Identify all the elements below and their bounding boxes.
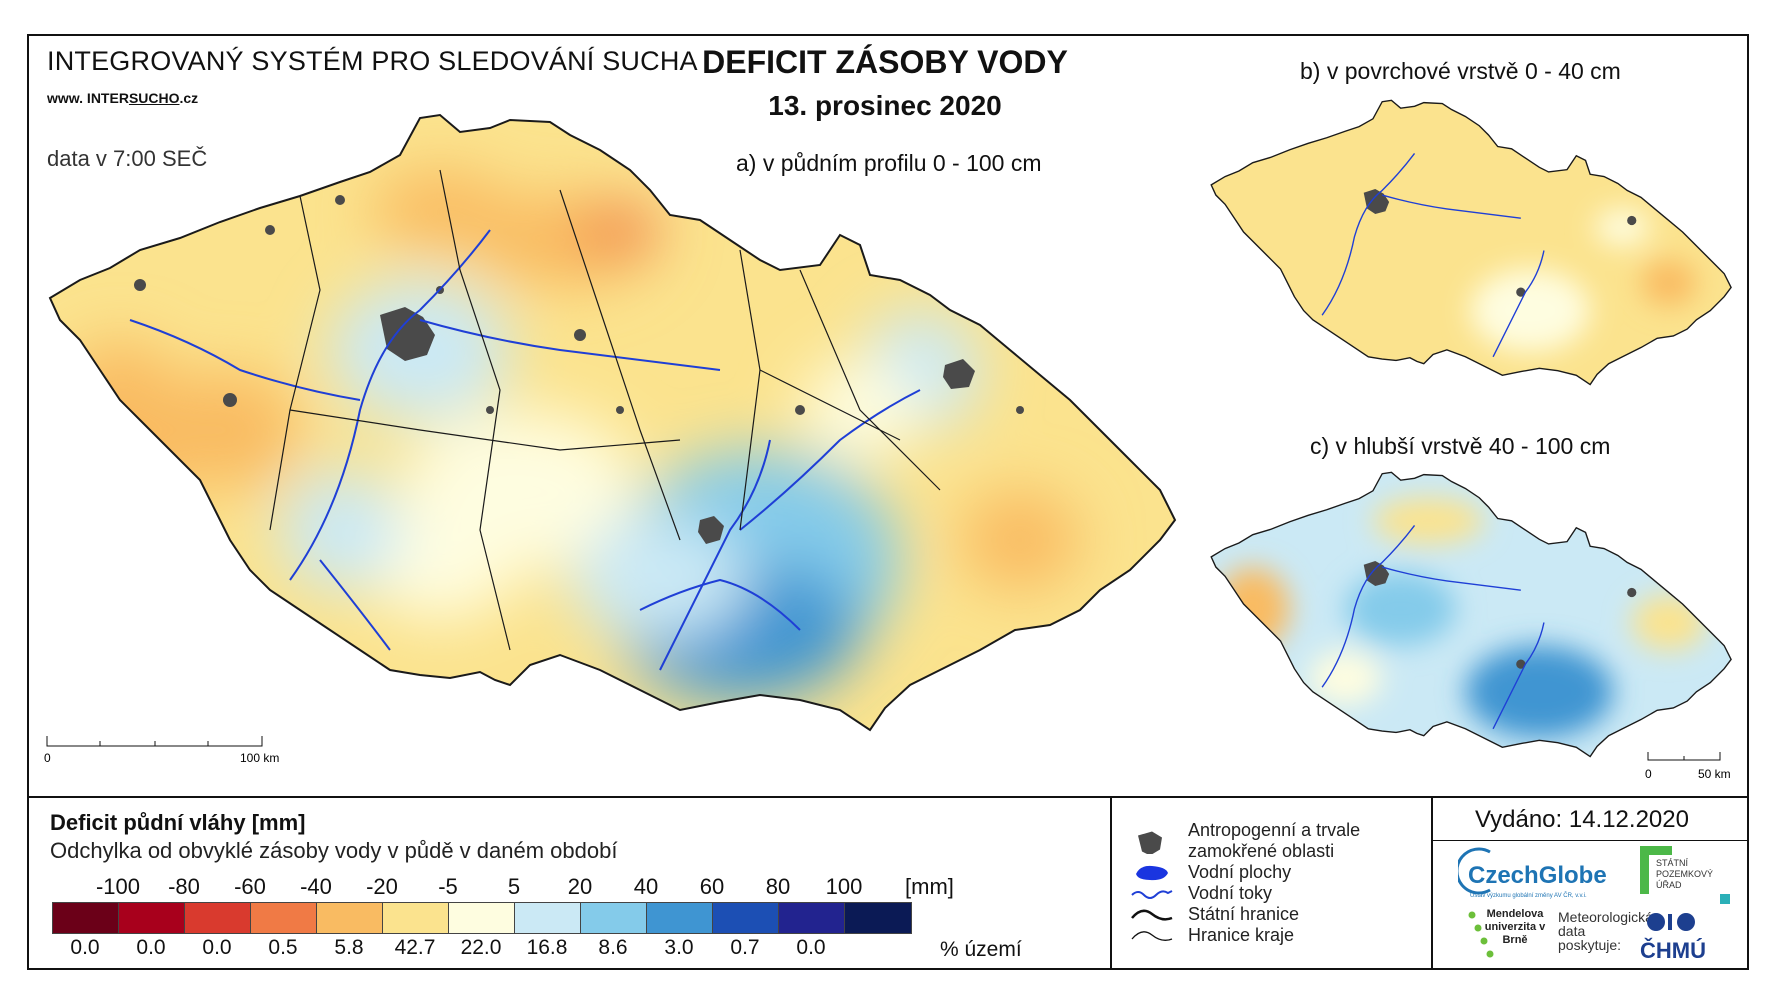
legend-percent: 0.7 (730, 936, 760, 959)
small-scale-start: 0 (1645, 767, 1652, 781)
river-icon (1131, 890, 1173, 899)
map-c (1210, 471, 1732, 758)
legend-percent: 0.0 (136, 936, 166, 959)
issued-divider (1431, 840, 1749, 841)
legend-swatch (53, 903, 119, 933)
legend-percent: 0.5 (268, 936, 298, 959)
czechglobe-logo: CzechGlobe (1468, 862, 1607, 889)
small-scale-bar: 0 50 km (1645, 752, 1731, 781)
legend-percent: 8.6 (598, 936, 628, 959)
legend-percent-unit: % území (940, 938, 1022, 961)
czechglobe-subtitle: Ústav výzkumu globální změny AV ČR, v.v.… (1470, 893, 1587, 899)
urban-area-icon (1138, 831, 1162, 854)
legend-percent: 22.0 (460, 936, 502, 959)
legend-percent: 5.8 (334, 936, 364, 959)
legend-swatch (515, 903, 581, 933)
legend-swatch (845, 903, 911, 933)
legend-swatch (449, 903, 515, 933)
map-a-label: a) v půdním profilu 0 - 100 cm (736, 150, 1042, 176)
legend-title: Deficit půdní vláhy [mm] (50, 810, 306, 835)
system-name: INTEGROVANÝ SYSTÉM PRO SLEDOVÁNÍ SUCHA (47, 46, 698, 76)
chmu-logo-icon (1647, 913, 1695, 931)
map-c-label: c) v hlubší vrstvě 40 - 100 cm (1310, 433, 1611, 459)
legend-percent: 16.8 (526, 936, 568, 959)
legend-tick: -60 (234, 874, 266, 899)
legend-swatch (119, 903, 185, 933)
issued-date: Vydáno: 14.12.2020 (1475, 806, 1689, 833)
legend-tick: 60 (699, 874, 725, 899)
legend-tick: -40 (300, 874, 332, 899)
small-scale-end: 50 km (1698, 767, 1731, 781)
map-b (1210, 99, 1732, 386)
page-title: DEFICIT ZÁSOBY VODY (702, 44, 1068, 80)
spu-logo: STÁTNÍ POZEMKOVÝ ÚŘAD (1656, 858, 1714, 890)
chmu-logo: ČHMÚ (1640, 938, 1706, 963)
legend-swatch (713, 903, 779, 933)
mendelu-logo-icon (1468, 911, 1494, 958)
legend-percent: 0.0 (70, 936, 100, 959)
spu-logo-icon (1640, 846, 1730, 904)
legend-swatch (185, 903, 251, 933)
meteo-data-provider: Meteorologická data poskytuje: (1558, 909, 1653, 953)
legend-swatch (581, 903, 647, 933)
legend-color-scale (52, 902, 912, 934)
czechglobe-logo-icon (1458, 847, 1491, 895)
main-scale-start: 0 (44, 751, 51, 765)
legend-tick: 20 (567, 874, 593, 899)
legend-tick: 5 (507, 874, 521, 899)
main-map: 0 100 km (44, 114, 1176, 765)
main-scale-bar (46, 736, 263, 747)
map-b-label: b) v povrchové vrstvě 0 - 40 cm (1300, 58, 1621, 84)
legend-tick: -100 (95, 874, 141, 899)
legend-tick: 40 (633, 874, 659, 899)
legend-percent: 0.0 (796, 936, 826, 959)
legend-swatch (779, 903, 845, 933)
state-border-icon (1131, 909, 1173, 921)
mendelu-logo: Mendelova univerzita v Brně (1484, 908, 1546, 946)
data-time: data v 7:00 SEČ (47, 146, 208, 171)
legend-tick: 100 (825, 874, 863, 899)
website-link[interactable]: www. INTERSUCHO.cz (47, 90, 199, 106)
legend-ticks: -100 -80 -60 -40 -20 -5 5 20 40 60 80 100 (52, 874, 932, 899)
legend-tick: -5 (438, 874, 458, 899)
legend-swatch (251, 903, 317, 933)
legend-tick: -20 (366, 874, 398, 899)
water-body-icon (1136, 865, 1168, 881)
map-date: 13. prosinec 2020 (768, 90, 1002, 121)
legend-percent: 42.7 (394, 936, 436, 959)
legend-tick: 80 (765, 874, 791, 899)
legend-divider-right (1431, 796, 1433, 970)
legend-swatch (647, 903, 713, 933)
legend-swatch (383, 903, 449, 933)
legend-percent: 3.0 (664, 936, 694, 959)
main-scale-end: 100 km (240, 751, 279, 765)
legend-unit: [mm] (905, 874, 954, 899)
legend-percent: 0.0 (202, 936, 232, 959)
legend-tick: -80 (168, 874, 200, 899)
legend-swatch (317, 903, 383, 933)
legend-divider-left (1110, 796, 1112, 970)
region-border-icon (1131, 931, 1173, 941)
legend-divider (27, 796, 1749, 798)
legend-subtitle: Odchylka od obvyklé zásoby vody v půdě v… (50, 838, 618, 863)
